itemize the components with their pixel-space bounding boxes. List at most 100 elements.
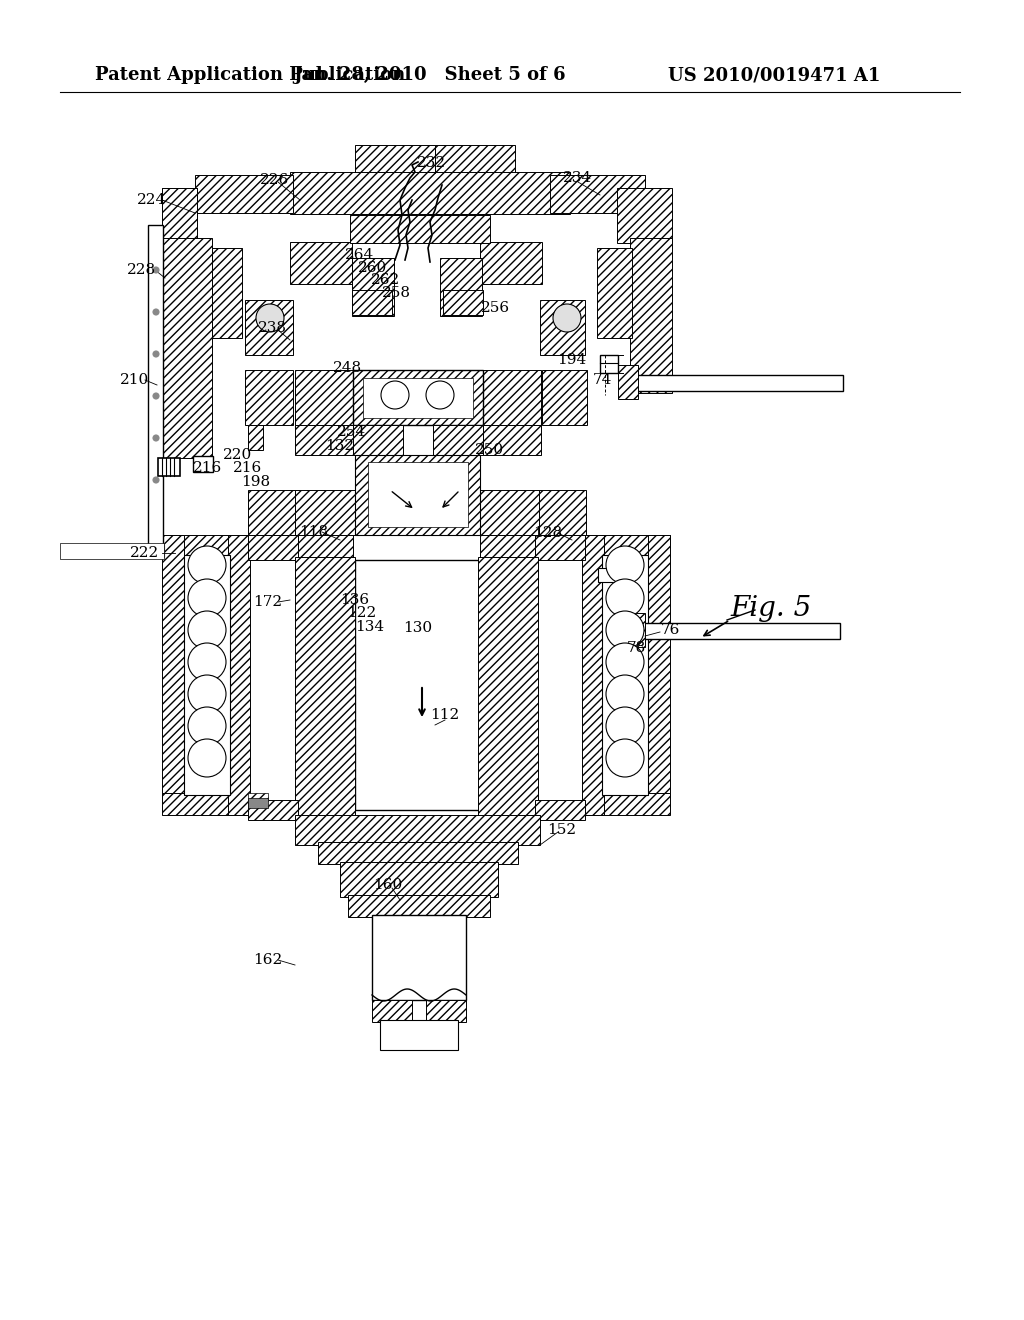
Text: 118: 118 bbox=[299, 525, 329, 539]
Text: Patent Application Publication: Patent Application Publication bbox=[95, 66, 406, 84]
Bar bbox=[617, 187, 672, 243]
Circle shape bbox=[188, 643, 226, 681]
Circle shape bbox=[188, 611, 226, 649]
Text: 198: 198 bbox=[242, 475, 270, 488]
Text: 238: 238 bbox=[257, 321, 287, 335]
Bar bbox=[582, 793, 670, 814]
Bar bbox=[433, 425, 483, 455]
Circle shape bbox=[188, 579, 226, 616]
Bar bbox=[350, 215, 490, 243]
Bar bbox=[318, 842, 518, 865]
Bar bbox=[162, 793, 250, 814]
Text: 136: 136 bbox=[340, 593, 370, 607]
Bar bbox=[352, 257, 394, 315]
Circle shape bbox=[153, 393, 159, 399]
Text: 222: 222 bbox=[130, 546, 160, 560]
Bar bbox=[162, 187, 197, 243]
Bar bbox=[602, 554, 648, 795]
Circle shape bbox=[606, 579, 644, 616]
Bar bbox=[295, 370, 353, 425]
Circle shape bbox=[188, 675, 226, 713]
Bar bbox=[245, 370, 293, 425]
Bar bbox=[195, 176, 293, 213]
Text: 254: 254 bbox=[338, 425, 367, 440]
Bar bbox=[542, 370, 587, 425]
Circle shape bbox=[426, 381, 454, 409]
Bar bbox=[440, 257, 482, 315]
Bar bbox=[380, 1020, 458, 1049]
Bar bbox=[478, 558, 538, 583]
Bar bbox=[353, 370, 483, 425]
Bar bbox=[340, 862, 498, 898]
Circle shape bbox=[606, 739, 644, 777]
Text: 152: 152 bbox=[548, 822, 577, 837]
Bar bbox=[362, 378, 473, 418]
Bar bbox=[355, 145, 435, 176]
Bar bbox=[600, 355, 618, 374]
Circle shape bbox=[553, 304, 581, 333]
Text: 78: 78 bbox=[627, 642, 645, 655]
Bar bbox=[640, 623, 840, 639]
Bar bbox=[248, 535, 298, 560]
Bar bbox=[633, 375, 843, 391]
Circle shape bbox=[153, 351, 159, 356]
Text: 250: 250 bbox=[475, 444, 505, 457]
Bar bbox=[372, 1001, 412, 1022]
Bar bbox=[162, 535, 250, 557]
Bar bbox=[290, 242, 352, 284]
Bar bbox=[62, 545, 164, 557]
Bar bbox=[248, 793, 268, 801]
Bar bbox=[248, 800, 298, 820]
Text: 132: 132 bbox=[326, 440, 354, 453]
Circle shape bbox=[153, 436, 159, 441]
Circle shape bbox=[606, 643, 644, 681]
Bar bbox=[372, 915, 466, 1001]
Bar bbox=[352, 290, 392, 315]
Bar bbox=[184, 554, 230, 795]
Text: 258: 258 bbox=[382, 286, 411, 300]
Bar bbox=[295, 490, 355, 535]
Text: 260: 260 bbox=[358, 261, 388, 275]
Bar bbox=[298, 535, 353, 560]
Bar bbox=[618, 366, 638, 399]
Bar bbox=[535, 535, 585, 560]
Bar bbox=[538, 490, 586, 535]
Bar bbox=[212, 248, 242, 338]
Text: Fig. 5: Fig. 5 bbox=[730, 595, 811, 622]
Bar bbox=[353, 425, 403, 455]
Circle shape bbox=[153, 477, 159, 483]
Bar bbox=[582, 535, 604, 814]
Bar bbox=[540, 300, 585, 355]
Circle shape bbox=[606, 611, 644, 649]
Bar bbox=[355, 455, 480, 535]
Text: 128: 128 bbox=[534, 525, 562, 540]
Text: 210: 210 bbox=[121, 374, 150, 387]
Bar bbox=[478, 557, 538, 817]
Bar bbox=[443, 290, 483, 315]
Text: 216: 216 bbox=[233, 461, 262, 475]
Text: 162: 162 bbox=[253, 953, 283, 968]
Text: 220: 220 bbox=[223, 447, 253, 462]
Text: 194: 194 bbox=[557, 352, 587, 367]
Text: 216: 216 bbox=[194, 461, 222, 475]
Bar bbox=[648, 535, 670, 795]
Bar bbox=[348, 895, 490, 917]
Bar bbox=[248, 490, 296, 535]
Bar bbox=[597, 248, 632, 338]
Bar bbox=[162, 187, 197, 243]
Bar bbox=[426, 1001, 466, 1022]
Text: 76: 76 bbox=[660, 623, 680, 638]
Text: 232: 232 bbox=[418, 156, 446, 170]
Bar bbox=[60, 543, 164, 558]
Text: 224: 224 bbox=[137, 193, 167, 207]
Bar bbox=[479, 490, 539, 535]
Bar bbox=[245, 300, 293, 355]
Bar bbox=[630, 238, 672, 393]
Circle shape bbox=[606, 546, 644, 583]
Bar bbox=[228, 535, 250, 814]
Text: 122: 122 bbox=[347, 606, 377, 620]
Circle shape bbox=[188, 546, 226, 583]
Text: US 2010/0019471 A1: US 2010/0019471 A1 bbox=[668, 66, 880, 84]
Circle shape bbox=[153, 309, 159, 315]
Bar bbox=[158, 458, 180, 477]
